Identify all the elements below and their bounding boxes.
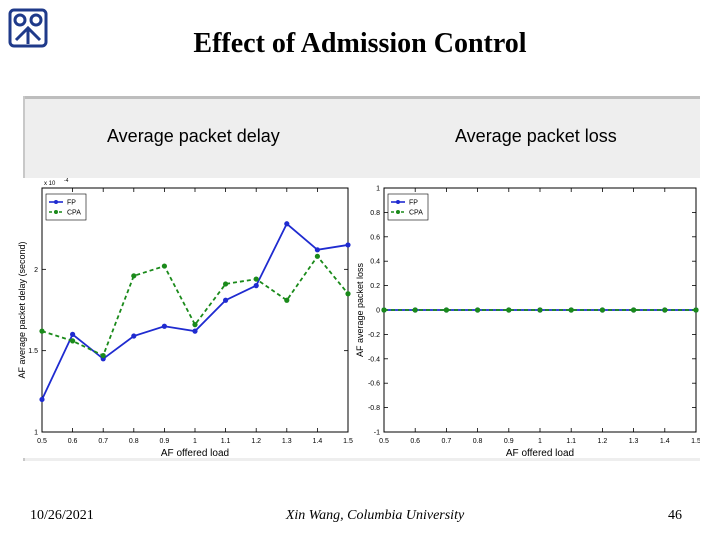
loss-legend-fp-marker [396,200,400,204]
delay-chart: 0.5 0.6 0.7 0.8 0.9 1 1.1 1.2 1.3 1.4 1.5 1 1.5 2 AF o… [16,178,354,458]
loss-x-tick-label: 1.4 [660,438,670,445]
delay-legend [45,193,87,221]
delay-series-cpa-point [39,328,45,334]
loss-x-tick-label: 1.1 [566,438,576,445]
loss-x-tick-label: 0.8 [473,438,483,445]
delay-series-cpa-point [253,276,259,282]
delay-x-tick-label: 1.2 [251,438,261,445]
delay-series-fp-point [161,323,167,329]
delay-y-tick-label: 1 [34,430,38,437]
loss-series-cpa-point [381,307,387,313]
loss-y-tick-label: 1 [376,186,380,193]
loss-legend [387,193,429,221]
delay-legend-cpa-label: CPA [67,210,81,217]
delay-x-tick-label: 1.4 [313,438,323,445]
delay-x-tick-label: 0.5 [37,438,47,445]
loss-chart-subtitle: Average packet loss [455,126,617,146]
delay-series-cpa-point [284,297,290,303]
delay-x-axis-label: AF offered load [161,448,229,458]
loss-y-tick-label: -0.6 [368,381,380,388]
loss-x-axis-label: AF offered load [506,448,574,458]
loss-y-tick-label: -0.8 [368,405,380,412]
loss-y-tick-label: 0.6 [370,234,380,241]
delay-x-tick-label: 0.8 [129,438,139,445]
loss-y-tick-label: 0.2 [370,283,380,290]
loss-series-cpa-point [506,307,512,313]
loss-y-tick-label: 0.4 [370,259,380,266]
delay-x-tick-label: 0.9 [160,438,170,445]
loss-series-cpa-point [662,307,668,313]
loss-series-cpa-point [631,307,637,313]
delay-x-tick-label: 1.3 [282,438,292,445]
loss-y-tick-label: 0 [376,308,380,315]
delay-series-fp-point [131,333,137,339]
delay-x-tick-label: 1.5 [343,438,353,445]
delay-plot-area [41,187,349,433]
page-number: 46 [668,508,682,523]
loss-x-tick-label: 1.5 [691,438,700,445]
loss-chart: 0.5 0.6 0.7 0.8 0.9 1 1.1 1.2 1.3 1.4 1.5 -1 -0.8 -0.… [354,178,700,458]
delay-series-cpa-point [223,281,229,287]
loss-x-tick-label: 0.7 [442,438,452,445]
delay-series-fp-point [345,242,351,248]
delay-x-tick-label: 0.6 [68,438,78,445]
loss-y-tick-label: 0.8 [370,210,380,217]
loss-series-cpa-point [475,307,481,313]
university-logo-icon [8,8,48,48]
slide-title: Effect of Admission Control [193,28,527,59]
loss-series-cpa-point [693,307,699,313]
loss-legend-cpa-label: CPA [409,210,423,217]
delay-series-cpa-point [131,273,137,279]
delay-y-exponent: -4 [64,178,69,184]
delay-x-tick-label: 0.7 [98,438,108,445]
loss-x-tick-label: 0.6 [410,438,420,445]
loss-y-axis-label: AF average packet loss [355,262,365,357]
loss-x-tick-label: 0.9 [504,438,514,445]
delay-legend-fp-label: FP [67,200,76,207]
delay-series-fp-point [70,331,76,337]
delay-y-tick-label: 1.5 [28,348,38,355]
delay-y-axis-label: AF average packet delay (second) [17,241,27,378]
delay-series-cpa-point [345,291,351,297]
delay-series-cpa-point [192,322,198,328]
delay-series-fp-point [314,247,320,253]
footer-date: 10/26/2021 [30,508,94,523]
loss-x-tick-label: 1 [538,438,542,445]
delay-series-cpa-point [161,263,167,269]
delay-series-fp-point [39,396,45,403]
delay-series-cpa-point [314,253,320,259]
delay-legend-fp-marker [54,200,58,204]
delay-series-cpa-point [70,338,76,344]
delay-series-fp-point [253,283,259,289]
delay-series-fp-point [284,221,290,227]
loss-x-tick-label: 1.2 [598,438,608,445]
loss-y-tick-label: -0.4 [368,356,380,363]
delay-chart-subtitle: Average packet delay [107,126,280,146]
delay-x-tick-label: 1 [193,438,197,445]
delay-x-tick-label: 1.1 [221,438,231,445]
loss-series-cpa-point [599,307,605,313]
delay-series-fp-point [223,297,229,303]
loss-series-cpa-point [568,307,574,313]
loss-legend-cpa-marker [396,210,400,214]
loss-x-tick-label: 1.3 [629,438,639,445]
loss-series-cpa-point [443,307,449,313]
delay-y-tick-label: 2 [34,267,38,274]
delay-legend-cpa-marker [54,210,58,214]
loss-y-tick-label: -0.2 [368,332,380,339]
loss-y-tick-label: -1 [374,430,380,437]
loss-series-cpa-point [537,307,543,313]
loss-series-cpa-point [412,307,418,313]
delay-series-cpa-line [41,254,349,357]
delay-y-multiplier: x 10 [44,181,56,187]
delay-series-cpa-point [100,352,106,359]
loss-legend-fp-label: FP [409,200,418,207]
footer-author: Xin Wang, Columbia University [285,508,465,523]
delay-series-fp-point [192,328,198,334]
loss-x-tick-label: 0.5 [379,438,389,445]
